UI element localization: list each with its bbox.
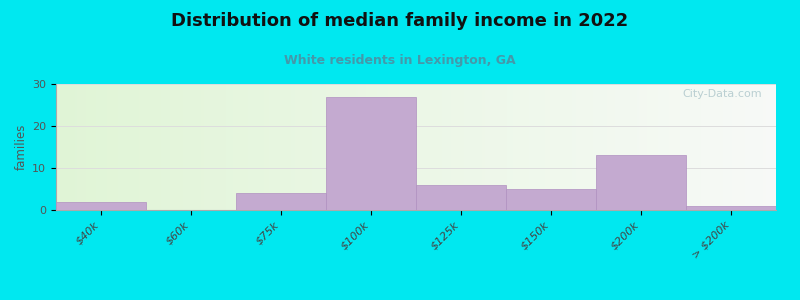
Bar xyxy=(236,193,326,210)
Bar xyxy=(416,185,506,210)
Bar xyxy=(56,202,146,210)
Text: City-Data.com: City-Data.com xyxy=(682,89,762,99)
Text: Distribution of median family income in 2022: Distribution of median family income in … xyxy=(171,12,629,30)
Text: White residents in Lexington, GA: White residents in Lexington, GA xyxy=(284,54,516,67)
Bar xyxy=(686,206,776,210)
Bar xyxy=(326,97,416,210)
Bar xyxy=(506,189,596,210)
Y-axis label: families: families xyxy=(15,124,28,170)
Bar xyxy=(596,155,686,210)
